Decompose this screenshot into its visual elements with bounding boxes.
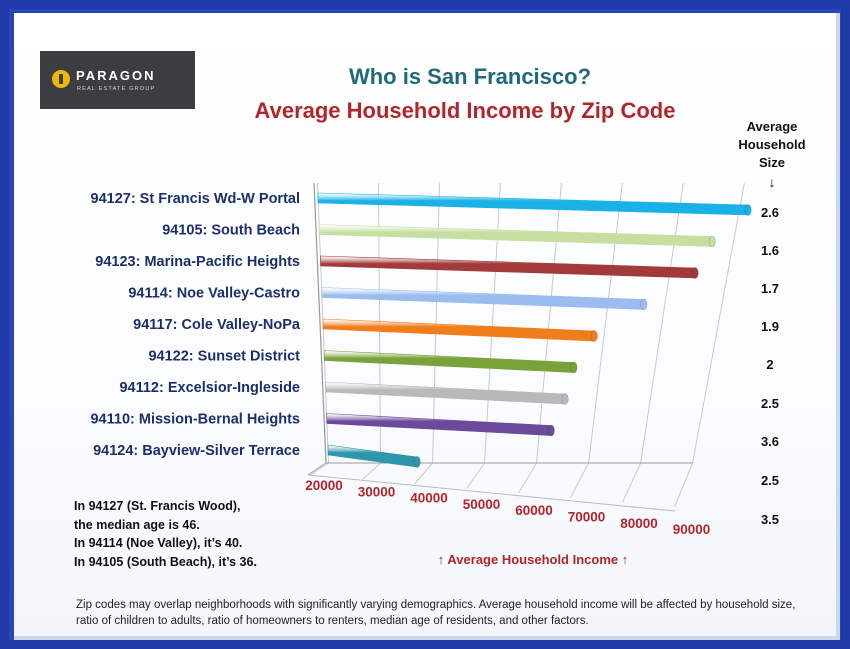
x-tick-label: 90000 (673, 522, 711, 537)
bar (323, 350, 575, 373)
grid-line (362, 462, 381, 480)
category-label: 94122: Sunset District (148, 349, 300, 365)
chart-subtitle: Average Household Income by Zip Code (254, 98, 676, 123)
x-axis-line (307, 462, 327, 476)
bar-end-cap (744, 204, 752, 216)
grid-line (570, 462, 590, 498)
bar-end-cap (413, 456, 421, 468)
note-line: In 94127 (St. Francis Wood), (74, 499, 241, 513)
grid-line (622, 462, 642, 503)
household-size-value: 2.5 (760, 396, 780, 411)
category-label: 94117: Cole Valley-NoPa (133, 317, 301, 333)
category-label: 94123: Marina-Pacific Heights (95, 254, 300, 270)
household-size-header-line: Household (738, 137, 806, 152)
category-label: 94114: Noe Valley-Castro (128, 286, 300, 302)
bar (318, 224, 713, 247)
y-axis-line (313, 182, 327, 464)
grid-line (674, 462, 694, 507)
x-tick-label: 80000 (620, 516, 658, 531)
paragon-logo: PARAGON REAL ESTATE GROUP (40, 51, 195, 109)
footer-note: Zip codes may overlap neighborhoods with… (76, 599, 796, 627)
household-size-header-line: Size (758, 155, 785, 170)
x-tick-label: 60000 (515, 503, 553, 518)
bar (327, 444, 418, 468)
down-arrow-icon: ↓ (768, 174, 776, 190)
category-label: 94110: Mission-Bernal Heights (90, 412, 300, 428)
bar (322, 318, 595, 342)
grid-line (310, 462, 329, 476)
note-line: In 94114 (Noe Valley), it’s 40. (74, 536, 243, 550)
bar-end-cap (561, 393, 569, 405)
logo-subtitle: REAL ESTATE GROUP (77, 86, 156, 92)
household-size-value: 2.6 (760, 205, 780, 220)
x-tick-label: 40000 (410, 491, 448, 506)
x-axis-title: ↑ Average Household Income ↑ (437, 552, 629, 567)
x-tick-label: 20000 (305, 478, 343, 493)
note-line: In 94105 (South Beach), it’s 36. (74, 554, 257, 569)
paragon-logo-icon (52, 70, 70, 88)
grid-line (484, 182, 501, 464)
bar (320, 255, 696, 279)
logo-name: PARAGON (76, 68, 156, 83)
x-tick-label: 70000 (568, 510, 606, 525)
chart-title: Who is San Francisco? (348, 64, 592, 89)
note-line: the median age is 46. (74, 517, 200, 532)
bar-end-cap (590, 330, 598, 342)
grid-line (536, 182, 562, 464)
bar (325, 381, 566, 405)
x-tick-label: 50000 (463, 497, 501, 512)
grid-line (588, 182, 623, 464)
household-size-value: 3.6 (760, 434, 780, 449)
bar-end-cap (547, 424, 555, 437)
category-label: 94124: Bayview-Silver Terrace (93, 443, 300, 459)
bar-end-cap (691, 267, 699, 279)
household-size-value: 1.6 (760, 243, 780, 258)
grid-line (692, 182, 745, 464)
median-age-notes: In 94127 (St. Francis Wood), the median … (74, 497, 304, 571)
household-size-header-line: Average (746, 119, 798, 134)
bar (326, 413, 552, 436)
bar (321, 287, 645, 310)
household-size-value: 3.5 (760, 512, 780, 527)
household-size-value: 1.7 (760, 281, 780, 296)
bar-end-cap (708, 235, 716, 248)
x-tick-label: 30000 (358, 484, 396, 499)
category-label: 94105: South Beach (162, 223, 300, 239)
bar-end-cap (570, 361, 578, 374)
household-size-value: 2.5 (760, 473, 780, 488)
grid-line (414, 462, 433, 485)
grid-line (640, 182, 684, 464)
bar (317, 192, 749, 216)
bar-end-cap (640, 298, 648, 311)
x-axis-line (307, 474, 675, 512)
grid-line (466, 462, 485, 489)
grid-line (518, 462, 538, 494)
category-label: 94112: Excelsior-Ingleside (119, 380, 300, 396)
household-size-value: 2 (766, 357, 774, 372)
household-size-value: 1.9 (760, 319, 780, 334)
household-size-header: Average Household Size (732, 118, 812, 172)
category-label: 94127: St Francis Wd-W Portal (91, 191, 301, 207)
